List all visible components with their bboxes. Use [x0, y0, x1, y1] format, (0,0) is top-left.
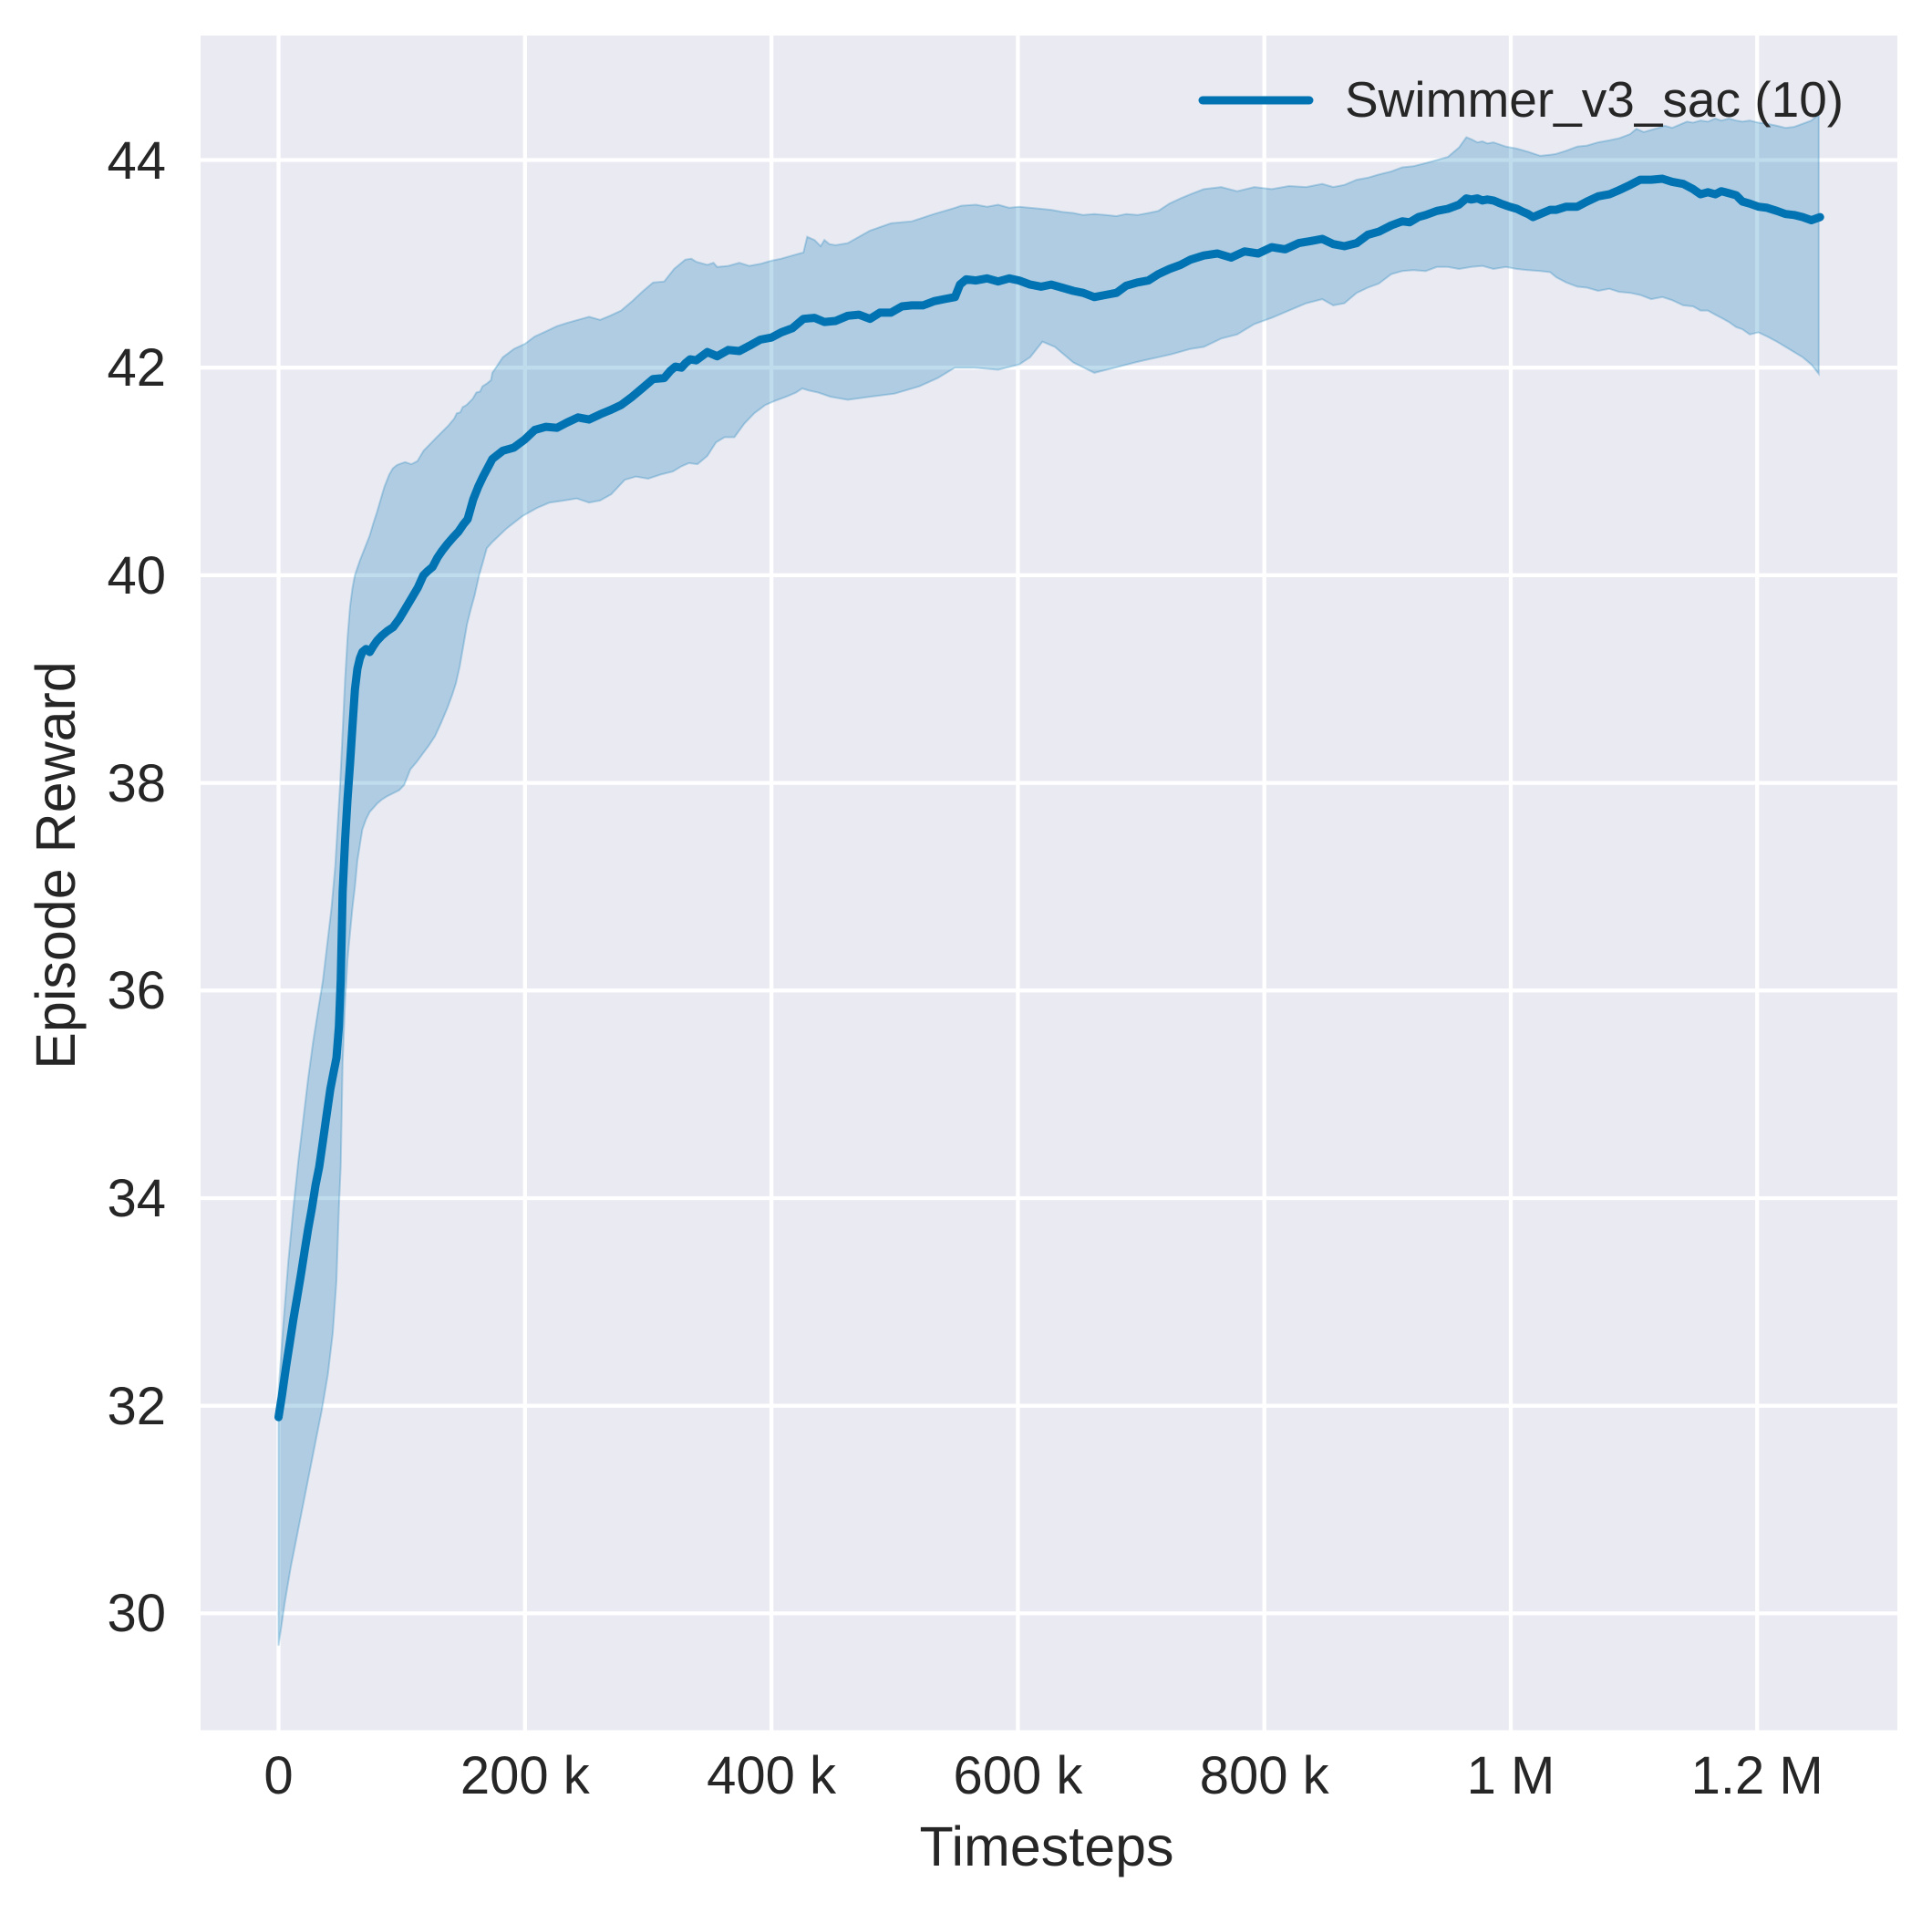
svg-text:36: 36 — [107, 961, 166, 1020]
svg-text:34: 34 — [107, 1169, 166, 1228]
svg-text:38: 38 — [107, 754, 166, 813]
svg-text:200 k: 200 k — [460, 1746, 591, 1805]
svg-text:Timesteps: Timesteps — [919, 1815, 1173, 1877]
svg-text:1.2 M: 1.2 M — [1691, 1746, 1824, 1805]
svg-text:600 k: 600 k — [953, 1746, 1083, 1805]
svg-text:1 M: 1 M — [1467, 1746, 1555, 1805]
svg-text:400 k: 400 k — [707, 1746, 837, 1805]
svg-text:30: 30 — [107, 1584, 166, 1643]
svg-text:800 k: 800 k — [1200, 1746, 1330, 1805]
svg-text:Episode Reward: Episode Reward — [25, 661, 87, 1070]
svg-text:42: 42 — [107, 338, 166, 398]
svg-text:0: 0 — [263, 1746, 293, 1805]
svg-text:40: 40 — [107, 546, 166, 605]
svg-text:44: 44 — [107, 131, 166, 191]
svg-text:Swimmer_v3_sac (10): Swimmer_v3_sac (10) — [1345, 71, 1844, 128]
svg-text:32: 32 — [107, 1377, 166, 1436]
